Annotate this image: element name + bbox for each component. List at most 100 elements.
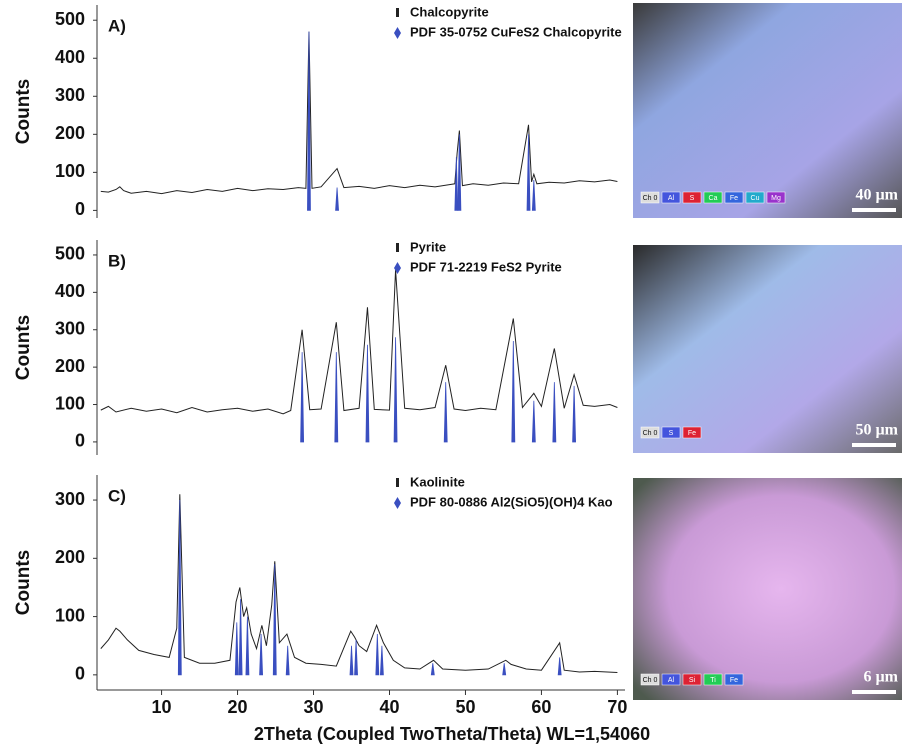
pattern-line	[100, 494, 618, 674]
micrograph	[633, 3, 902, 218]
channel-chip	[640, 426, 660, 439]
y-tick-label: 0	[75, 199, 85, 219]
channel-chip	[661, 426, 681, 439]
reference-peak	[238, 599, 243, 676]
scale-label: 40 µm	[855, 187, 898, 204]
reference-peak	[502, 663, 507, 676]
reference-peak	[443, 382, 448, 443]
channel-label: Si	[689, 677, 696, 684]
reference-peak	[349, 645, 354, 676]
legend-marker	[396, 243, 399, 252]
channel-chip	[724, 191, 744, 204]
y-tick-label: 0	[75, 664, 85, 684]
reference-peak	[177, 500, 182, 676]
panel-label: C)	[108, 486, 126, 505]
channel-label: Ch 0	[643, 430, 658, 437]
scale-label: 50 µm	[855, 422, 898, 439]
y-tick-label: 100	[55, 393, 85, 413]
channel-label: Ca	[709, 195, 718, 202]
channel-chip	[640, 191, 660, 204]
channel-label: Ti	[710, 677, 716, 684]
x-tick-label: 40	[379, 697, 399, 717]
reference-peak	[557, 657, 562, 676]
legend-marker	[394, 262, 401, 274]
reference-peak	[572, 385, 577, 443]
reference-peak	[379, 645, 384, 676]
y-tick-label: 400	[55, 47, 85, 67]
x-tick-label: 50	[455, 697, 475, 717]
reference-peak	[334, 352, 339, 443]
reference-peak	[526, 134, 531, 211]
reference-peak	[531, 400, 536, 443]
legend-label: PDF 71-2219 FeS2 Pyrite	[410, 259, 562, 274]
panel-label: A)	[108, 16, 126, 35]
y-tick-label: 0	[75, 431, 85, 451]
reference-peak	[259, 634, 264, 676]
channel-label: Cu	[751, 195, 760, 202]
y-tick-label: 200	[55, 123, 85, 143]
channel-chip	[661, 673, 681, 686]
channel-chip	[745, 191, 765, 204]
reference-peak	[430, 663, 435, 676]
legend-label: Chalcopyrite	[410, 4, 489, 19]
reference-peak	[234, 622, 239, 676]
y-tick-label: 100	[55, 605, 85, 625]
scale-label: 6 µm	[863, 669, 898, 686]
channel-chip	[661, 191, 681, 204]
reference-peak	[365, 344, 370, 443]
y-tick-label: 500	[55, 9, 85, 29]
x-tick-label: 20	[228, 697, 248, 717]
micrograph	[633, 478, 902, 700]
y-tick-label: 300	[55, 489, 85, 509]
legend-marker	[396, 8, 399, 17]
channel-label: Al	[668, 195, 675, 202]
reference-peak	[454, 157, 459, 211]
y-axis-title: Counts	[13, 550, 34, 615]
reference-peak	[300, 352, 305, 443]
channel-label: Fe	[688, 430, 696, 437]
channel-chip	[766, 191, 786, 204]
y-tick-label: 400	[55, 281, 85, 301]
reference-peak	[354, 639, 358, 676]
x-tick-label: 70	[607, 697, 627, 717]
reference-peak	[511, 340, 516, 443]
reference-peak	[393, 337, 398, 443]
channel-chip	[640, 673, 660, 686]
reference-peak	[272, 564, 277, 676]
channel-label: Fe	[730, 677, 738, 684]
reference-peak	[245, 616, 250, 676]
y-tick-label: 100	[55, 161, 85, 181]
channel-chip	[682, 673, 702, 686]
reference-peak	[531, 179, 536, 211]
panel-label: B)	[108, 251, 126, 270]
channel-chip	[703, 191, 723, 204]
reference-peak	[335, 187, 339, 211]
legend-marker	[394, 497, 401, 509]
micrograph	[633, 245, 902, 453]
y-tick-label: 300	[55, 85, 85, 105]
legend-marker	[396, 478, 399, 487]
y-axis-title: Counts	[13, 79, 34, 144]
channel-label: S	[690, 195, 695, 202]
reference-peak	[307, 31, 311, 211]
channel-label: S	[669, 430, 674, 437]
pattern-line	[100, 269, 618, 415]
y-tick-label: 200	[55, 547, 85, 567]
channel-chip	[724, 673, 744, 686]
y-tick-label: 500	[55, 244, 85, 264]
reference-peak	[375, 634, 380, 676]
legend-marker	[394, 27, 401, 39]
legend-label: PDF 80-0886 Al2(SiO5)(OH)4 Kao	[410, 494, 613, 509]
channel-chip	[703, 673, 723, 686]
channel-label: Mg	[771, 195, 781, 202]
channel-chip	[682, 191, 702, 204]
channel-label: Ch 0	[643, 677, 658, 684]
reference-peak	[285, 645, 290, 676]
pattern-line	[100, 31, 618, 195]
y-tick-label: 200	[55, 356, 85, 376]
x-axis-title: 2Theta (Coupled TwoTheta/Theta) WL=1,540…	[254, 724, 650, 744]
reference-peak	[552, 382, 557, 443]
reference-peak	[457, 134, 462, 211]
legend-label: Kaolinite	[410, 474, 465, 489]
